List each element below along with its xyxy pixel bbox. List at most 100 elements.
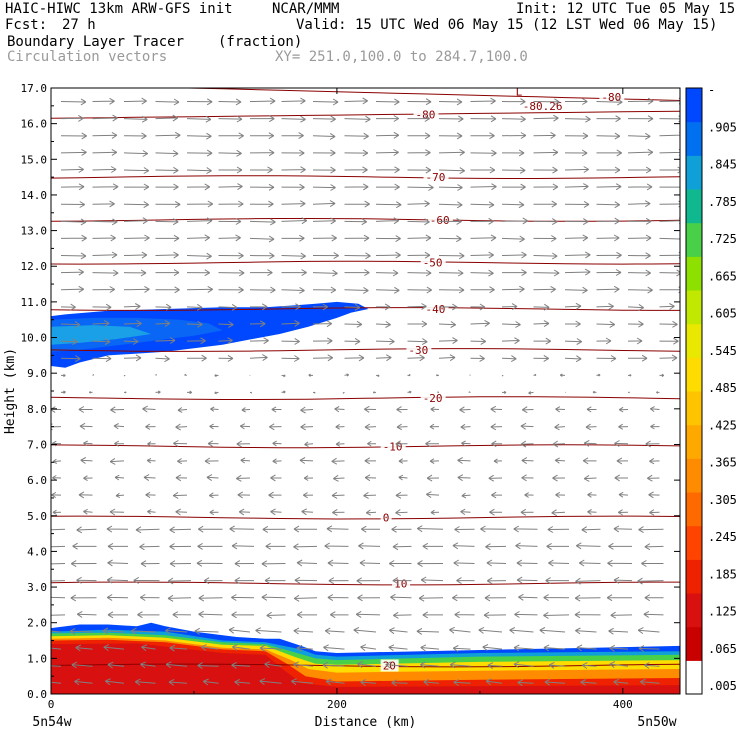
circulation-vector <box>165 627 188 635</box>
colorbar-swatch <box>686 121 702 156</box>
circulation-vector <box>60 303 76 311</box>
circulation-vector <box>331 491 345 499</box>
circulation-vector <box>218 115 243 123</box>
circulation-vector <box>587 509 597 515</box>
circulation-vector <box>486 559 507 567</box>
circulation-vector <box>375 98 400 106</box>
circulation-vector <box>533 148 559 156</box>
circulation-vector <box>627 303 644 311</box>
circulation-vector <box>134 678 156 686</box>
circulation-vector <box>485 543 507 551</box>
y-tick-label: 14.0 <box>21 189 48 202</box>
circulation-vector <box>454 611 475 619</box>
circulation-vector <box>80 457 93 464</box>
circulation-vector <box>72 542 97 550</box>
circulation-vector <box>123 183 150 191</box>
circulation-vector <box>389 627 408 635</box>
x-tick-label: 0 <box>48 698 55 711</box>
circulation-vector <box>564 132 589 140</box>
circulation-vector <box>249 320 266 328</box>
circulation-vector <box>420 576 444 584</box>
circulation-vector <box>300 423 314 431</box>
circulation-vector <box>147 441 156 447</box>
circulation-vector <box>533 373 537 377</box>
circulation-vector <box>92 338 111 346</box>
circulation-vector <box>659 131 680 139</box>
circulation-vector <box>470 251 494 259</box>
circulation-vector <box>344 166 368 174</box>
circulation-vector <box>501 235 525 243</box>
circulation-vector <box>581 662 597 670</box>
circulation-vector <box>438 286 465 294</box>
circulation-vector <box>392 543 412 551</box>
circulation-vector <box>312 184 336 191</box>
circulation-vector <box>109 508 125 516</box>
circulation-vector <box>470 115 497 123</box>
circulation-vector <box>155 234 180 242</box>
circulation-vector <box>596 355 617 362</box>
circulation-vector <box>521 457 534 465</box>
circulation-vector <box>398 474 408 481</box>
circulation-vector <box>490 423 503 431</box>
circulation-vector <box>312 98 339 106</box>
colorbar-swatch <box>686 660 702 695</box>
circulation-vector <box>357 661 377 668</box>
circulation-vector <box>265 542 286 550</box>
circulation-vector <box>281 252 306 260</box>
circulation-vector <box>407 149 431 157</box>
circulation-vector <box>186 217 213 225</box>
circulation-vector <box>418 594 444 602</box>
circulation-vector <box>470 286 495 294</box>
circulation-vector <box>249 149 275 157</box>
circulation-vector <box>627 148 654 156</box>
circulation-vector <box>359 559 381 567</box>
circulation-vector <box>155 98 180 106</box>
circulation-vector <box>533 320 550 328</box>
circulation-vector <box>89 391 93 394</box>
circulation-vector <box>312 252 339 260</box>
circulation-vector <box>528 391 534 395</box>
circulation-vector <box>261 593 286 601</box>
circulation-vector <box>281 355 300 362</box>
circulation-vector <box>172 611 192 619</box>
circulation-vector <box>548 661 566 669</box>
circulation-vector <box>614 440 629 447</box>
circulation-vector <box>422 611 444 619</box>
circulation-vector <box>395 509 408 517</box>
circulation-vector <box>644 662 660 669</box>
circulation-vector <box>564 166 590 173</box>
circulation-vector <box>114 440 125 447</box>
contour-label: -60 <box>430 214 450 227</box>
circulation-vector <box>501 149 525 157</box>
circulation-vector <box>51 665 62 667</box>
circulation-vector <box>175 508 188 516</box>
circulation-vector <box>407 115 431 122</box>
circulation-vector <box>312 269 338 277</box>
circulation-vector <box>231 611 255 619</box>
circulation-vector <box>281 183 305 191</box>
circulation-vector <box>596 201 620 209</box>
circulation-vector <box>627 217 652 225</box>
circulation-vector <box>478 626 503 634</box>
circulation-vector <box>395 491 408 499</box>
circulation-vector <box>60 390 66 394</box>
circulation-vector <box>51 647 62 650</box>
circulation-vector <box>155 251 179 259</box>
circulation-vector <box>232 644 251 651</box>
circulation-vector <box>453 679 471 687</box>
circulation-vector <box>544 678 566 686</box>
circulation-vector <box>186 285 214 293</box>
circulation-vector <box>92 131 118 139</box>
circulation-vector <box>218 286 244 294</box>
circulation-vector <box>501 285 525 293</box>
circulation-vector <box>51 580 66 582</box>
circulation-vector <box>501 115 526 123</box>
circulation-vector <box>564 234 589 242</box>
circulation-vector <box>312 132 336 140</box>
circulation-vector <box>110 406 125 414</box>
circulation-vector <box>231 594 255 601</box>
circulation-vector <box>407 390 412 394</box>
circulation-vector <box>564 149 588 157</box>
circulation-vector <box>234 678 251 686</box>
circulation-vector <box>360 679 377 686</box>
